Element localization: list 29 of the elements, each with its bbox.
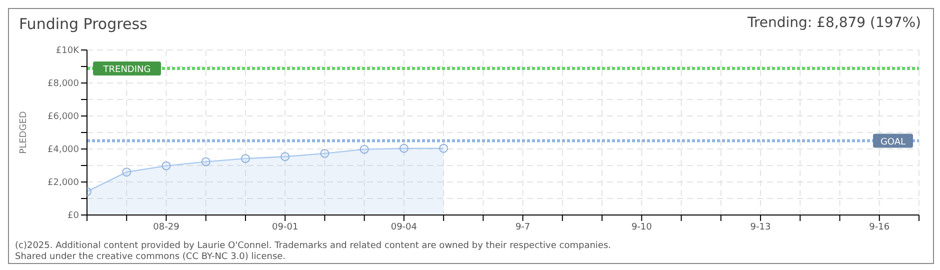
y-tick-label: £0 [68, 211, 80, 222]
point [399, 144, 408, 153]
x-tick-label: 9-13 [750, 222, 771, 232]
text: Trending: £8,879 (197%) [747, 15, 921, 31]
point [439, 144, 448, 153]
chart-title: Funding Progress [19, 15, 148, 33]
x-tick-label: 9-10 [631, 222, 652, 232]
point [360, 144, 369, 154]
x-tick-label: 09-04 [390, 222, 418, 232]
y-tick-label: £10K [56, 46, 80, 56]
text: (c)2025. Additional content provided by Laurie O'Connel. Trademarks and related content are owned by their respective companies. [15, 241, 612, 252]
ref-line-label: TRENDING [102, 64, 151, 75]
y-tick-label: £2,000 [48, 178, 80, 188]
point [280, 152, 290, 162]
ref-line-label: GOAL [880, 137, 906, 148]
point [240, 154, 250, 164]
x-tick-label: 9-7 [515, 222, 530, 232]
text: Shared under the creative commons (CC BY-NC 3.0) license. [15, 252, 287, 263]
x-tick-label: 09-01 [272, 222, 298, 232]
point [162, 161, 171, 170]
y-axis-title: PLEDGED [19, 111, 30, 154]
point [320, 148, 330, 158]
y-tick-label: £4,000 [48, 145, 80, 156]
x-tick-label: 9-16 [869, 222, 890, 232]
point [122, 168, 132, 177]
point [201, 157, 210, 166]
y-tick-label: £8,000 [48, 79, 80, 90]
y-tick-label: £6,000 [48, 112, 80, 122]
x-tick-label: 08-29 [153, 222, 180, 232]
